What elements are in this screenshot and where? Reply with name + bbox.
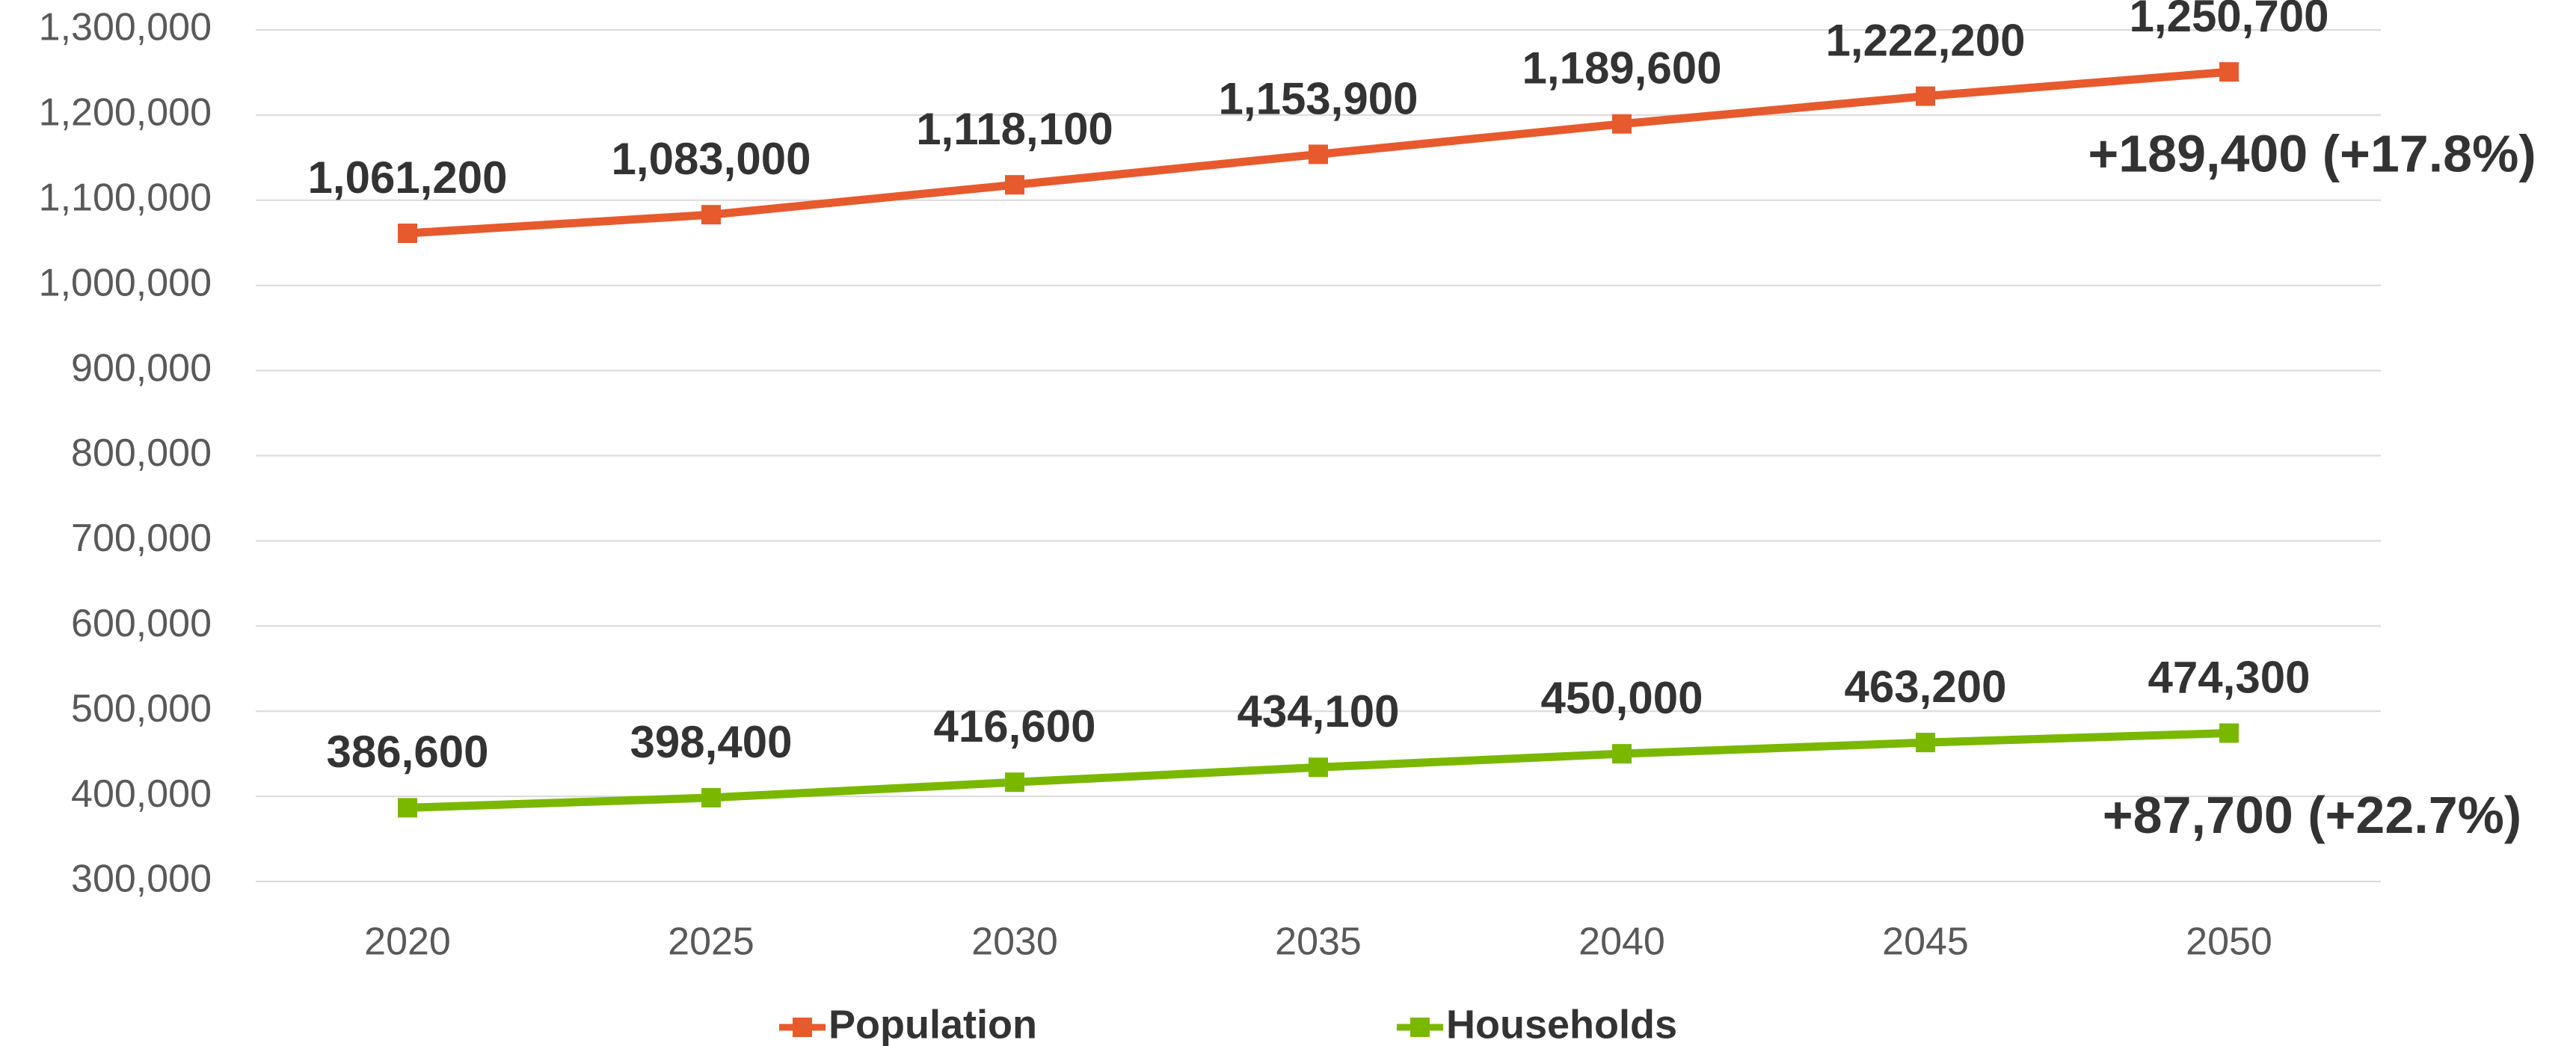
y-tick-label: 1,100,000 [39,176,212,220]
marker [1005,175,1024,195]
data-label: 1,118,100 [916,104,1113,154]
annotation: +189,400 (+17.8%) [2088,125,2536,183]
marker [398,798,417,818]
y-tick-label: 1,000,000 [39,261,212,304]
data-label: 416,600 [934,701,1096,751]
data-label: 450,000 [1541,673,1703,723]
y-tick-label: 400,000 [71,772,212,816]
data-label: 1,083,000 [612,134,811,184]
legend-marker [793,1018,812,1037]
marker [1309,144,1328,164]
legend-label: Population [829,1002,1037,1046]
x-tick-label: 2045 [1882,920,1969,964]
data-label: 1,189,600 [1522,43,1722,93]
marker [701,787,721,807]
marker [1612,744,1632,764]
data-label: 1,250,700 [2130,0,2329,41]
data-label: 386,600 [327,727,489,777]
data-label: 434,100 [1238,686,1400,736]
marker [2219,723,2239,743]
marker [701,205,721,225]
marker [1612,114,1632,134]
legend-label: Households [1446,1002,1677,1046]
marker [1309,757,1328,778]
data-label: 463,200 [1845,662,2007,712]
data-label: 1,222,200 [1826,15,2026,65]
data-label: 398,400 [630,717,793,767]
data-label: 474,300 [2148,652,2311,702]
marker [1005,772,1024,793]
y-tick-label: 1,200,000 [39,91,212,135]
marker [1916,86,1935,106]
x-tick-label: 2020 [364,920,451,964]
x-tick-label: 2025 [668,920,754,964]
x-tick-label: 2050 [2186,920,2272,964]
x-tick-label: 2040 [1579,920,1665,964]
marker [1916,733,1935,753]
data-label: 1,061,200 [308,153,508,203]
y-tick-label: 1,300,000 [39,6,212,49]
y-tick-label: 300,000 [71,858,212,901]
y-tick-label: 600,000 [71,602,212,645]
x-tick-label: 2030 [971,920,1058,964]
y-tick-label: 700,000 [71,517,212,560]
annotation: +87,700 (+22.7%) [2103,786,2521,844]
y-tick-label: 500,000 [71,687,212,730]
marker [2219,62,2239,82]
y-tick-label: 800,000 [71,431,212,475]
marker [398,223,417,243]
x-tick-label: 2035 [1275,920,1362,964]
y-tick-label: 900,000 [71,346,212,390]
data-label: 1,153,900 [1219,73,1418,123]
legend-marker [1410,1018,1430,1037]
